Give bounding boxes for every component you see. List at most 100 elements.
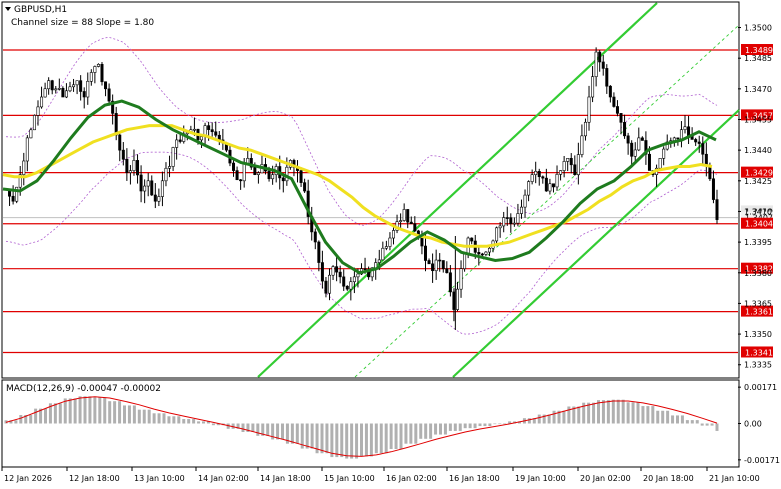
candle-body-bear (626, 135, 630, 144)
candle (683, 115, 687, 134)
candle-body-bull (591, 76, 595, 98)
price-tick-label: 1.3455 (744, 115, 772, 124)
macd-tick-label: -0.00171 (744, 456, 780, 465)
candle (32, 114, 36, 131)
candle-body-bear (214, 131, 218, 136)
candle-body-bull (388, 237, 392, 247)
candle (445, 261, 449, 274)
candle-body-bear (452, 291, 456, 310)
candle-body-bull (192, 128, 196, 131)
candle (399, 213, 403, 230)
time-tick-label: 20 Jan 02:00 (580, 474, 631, 483)
candle-body-bull (576, 154, 580, 175)
candle (43, 82, 47, 98)
level-tag-label: 1.3382 (745, 265, 773, 274)
candle-body-bear (676, 137, 680, 140)
candle-body-bull (527, 181, 531, 196)
candle (139, 165, 143, 203)
candle-body-bear (150, 180, 154, 196)
candle-body-bear (647, 153, 651, 171)
candle-body-bull (160, 180, 164, 197)
candle (452, 288, 456, 322)
candle (249, 153, 253, 170)
candle (516, 203, 520, 227)
candle-body-bear (409, 221, 413, 225)
level-tag (741, 346, 773, 358)
candle (235, 166, 239, 181)
candle-body-bear (697, 141, 701, 144)
candle-body-bull (391, 230, 395, 239)
candle-body-bear (313, 231, 317, 243)
candle-body-bull (484, 251, 488, 255)
candle-body-bear (232, 162, 236, 171)
candle (25, 135, 29, 172)
price-tick-label: 1.3365 (744, 299, 772, 308)
candle-body-bear (601, 61, 605, 69)
time-tick-label: 14 Jan 18:00 (260, 474, 311, 483)
candle (530, 169, 534, 185)
level-tag-label: 1.3429 (745, 169, 773, 178)
candle-body-bear (338, 271, 342, 278)
candle (623, 114, 627, 139)
candle (47, 77, 51, 95)
candle-body-bull (200, 136, 204, 141)
candle-body-bear (509, 217, 513, 225)
candle-body-bear (79, 80, 83, 92)
candle-body-bear (249, 158, 253, 168)
candle-body-bull (381, 247, 385, 261)
candle-body-bull (93, 66, 97, 73)
candle-body-bull (658, 158, 662, 169)
candle-body-bull (349, 281, 353, 290)
candle-body-bear (537, 170, 541, 178)
bid-price-tag (741, 205, 773, 217)
candle-body-bear (623, 122, 627, 137)
candle-body-bear (551, 183, 555, 188)
candle (495, 226, 499, 246)
candle-body-bear (239, 179, 243, 182)
candle-body-bear (207, 125, 211, 130)
candle-body-bull (679, 129, 683, 140)
current-price-tag (741, 211, 773, 223)
candle-body-bull (516, 213, 520, 224)
candle-body-bull (64, 90, 68, 98)
price-tick-label: 1.3395 (744, 238, 772, 247)
price-tick-label: 1.3440 (744, 146, 772, 155)
level-tag (741, 305, 773, 317)
candle (104, 81, 108, 97)
candle-body-bear (544, 177, 548, 192)
candle-body-bull (377, 259, 381, 263)
candle (143, 179, 147, 204)
candle-body-bear (363, 268, 367, 270)
candle (128, 165, 132, 185)
candle-body-bull (548, 183, 552, 192)
candle-body-bull (559, 170, 563, 175)
candle-body-bull (256, 172, 260, 175)
candle-body-bull (434, 259, 438, 272)
candle-body-bear (598, 51, 602, 63)
candle-body-bull (132, 160, 136, 171)
candle (626, 132, 630, 155)
candle (551, 183, 555, 193)
candle-body-bull (633, 149, 637, 157)
macd-label: MACD(12,26,9) -0.00047 -0.00002 (6, 384, 161, 394)
candle-body-bull (22, 160, 26, 175)
candle (438, 253, 442, 272)
candle-body-bull (530, 174, 534, 182)
candle (605, 64, 609, 94)
candle (505, 206, 509, 226)
channel-upper-line (257, 2, 658, 378)
candle-body-bear (320, 262, 324, 282)
candle (132, 149, 136, 176)
candle-body-bear (630, 142, 634, 157)
candle (168, 155, 172, 178)
candle-body-bear (687, 126, 691, 137)
candle-body-bear (8, 190, 12, 197)
lower-band-line (5, 151, 718, 335)
candle (260, 154, 264, 174)
candle (519, 199, 523, 219)
candle-body-bear (711, 178, 715, 200)
candle (658, 158, 662, 169)
candle-body-bull (72, 84, 76, 88)
candle-body-bear (82, 91, 86, 98)
candle (232, 158, 236, 177)
